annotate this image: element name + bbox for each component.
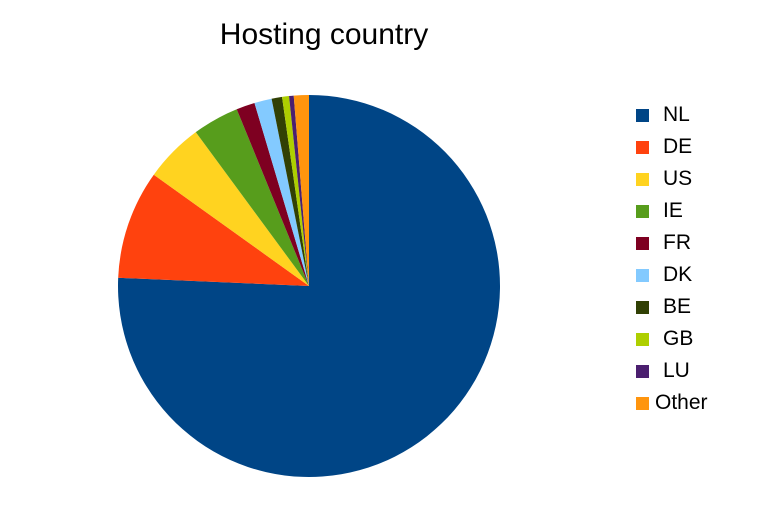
chart-title: Hosting country [219, 18, 429, 51]
pie-slice-ie [195, 109, 309, 286]
pie-slice-other [293, 95, 309, 286]
legend-swatch [636, 140, 649, 154]
legend-swatch [636, 396, 649, 410]
pie-slice-gb [282, 96, 309, 286]
legend-item-gb: GB [636, 323, 708, 355]
legend-swatch [636, 108, 649, 122]
pie-slice-be [271, 96, 309, 286]
legend-item-us: US [636, 163, 708, 195]
legend-label: BE [663, 295, 692, 318]
legend-item-nl: NL [636, 99, 708, 131]
legend-label: LU [663, 359, 690, 382]
pie-slice-dk [254, 98, 309, 286]
legend-label: US [663, 167, 693, 190]
pie-slice-de [118, 174, 310, 286]
legend-swatch [636, 364, 649, 378]
legend-swatch [636, 300, 649, 314]
legend-item-ie: IE [636, 195, 708, 227]
legend: NL DE US IE FR DK BE GB LU Other [636, 99, 708, 419]
legend-label: IE [663, 199, 683, 222]
legend-label: NL [663, 103, 690, 126]
legend-swatch [636, 172, 649, 186]
legend-label: GB [663, 327, 694, 350]
legend-swatch [636, 332, 649, 346]
legend-swatch [636, 268, 649, 282]
legend-item-dk: DK [636, 259, 708, 291]
legend-label: DE [663, 135, 693, 158]
legend-item-other: Other [636, 387, 708, 419]
pie-slice-fr [236, 102, 309, 286]
legend-item-lu: LU [636, 355, 708, 387]
legend-label: DK [663, 263, 693, 286]
legend-label: FR [663, 231, 691, 254]
pie-slice-lu [289, 95, 309, 286]
legend-label: Other [655, 391, 708, 414]
pie-slice-nl [118, 95, 501, 477]
legend-item-de: DE [636, 131, 708, 163]
legend-item-fr: FR [636, 227, 708, 259]
legend-swatch [636, 236, 649, 250]
pie-slice-us [153, 132, 309, 286]
legend-item-be: BE [636, 291, 708, 323]
legend-swatch [636, 204, 649, 218]
